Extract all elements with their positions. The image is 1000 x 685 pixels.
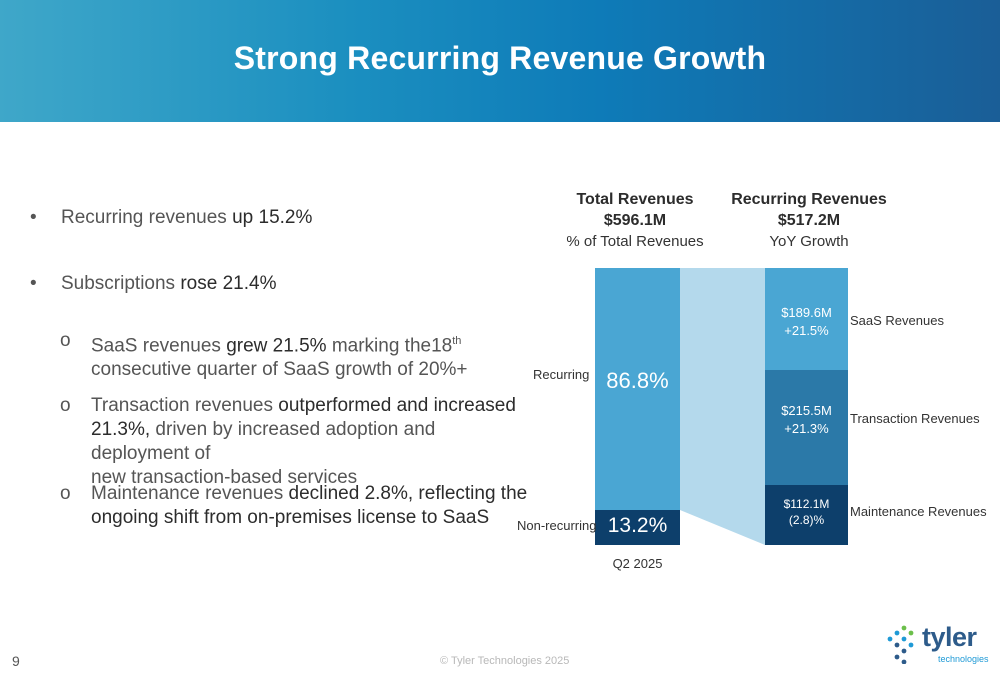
bar-nonrecurring [595,510,680,545]
maintenance-growth: (2.8)% [788,513,825,527]
subbullet-marker: o [60,483,71,504]
subbullet-text: SaaS revenues [91,335,227,357]
recurring-axis-label: Recurring [533,367,590,382]
maintenance-value-label: $112.1M (2.8)% [765,496,848,528]
recurring-connector [680,268,765,545]
logo-dots-icon [887,625,914,664]
transaction-value-label: $215.5M +21.3% [765,402,848,438]
bar-maintenance [765,485,848,545]
subbullet-text: new transaction-based services [91,467,358,488]
transaction-value: $215.5M [781,403,832,418]
maintenance-value: $112.1M [783,497,830,511]
subbullet-emphasis: ongoing shift from on-premises license t… [91,507,490,528]
recurring-pct-label: 86.8% [606,368,669,393]
subbullet-emphasis: 21.3%, [91,419,151,440]
total-revenues-subtitle: % of Total Revenues [566,233,704,250]
slide-title: Strong Recurring Revenue Growth [233,40,767,76]
copyright: © Tyler Technologies 2025 [440,655,570,667]
subbullet-marker: o [60,395,71,416]
subbullet-text: Maintenance revenues [91,483,289,504]
total-revenues-title: Total Revenues [576,191,694,208]
saas-value: $189.6M [781,305,832,320]
superscript: th [452,335,462,347]
x-axis-label: Q2 2025 [612,556,663,571]
tyler-logo: tyler technologies [884,622,994,668]
recurring-revenues-title: Recurring Revenues [731,191,887,208]
subbullet-marker: o [60,330,71,351]
bullet-marker: • [30,207,37,228]
total-revenues-header: Total Revenues $596.1M % of Total Revenu… [565,189,705,252]
bar-recurring [595,268,680,510]
subbullet-text: marking the18 [326,335,453,357]
subbullet-emphasis: declined 2.8%, reflecting the [288,483,528,504]
subbullet-emphasis: outperformed and increased [278,395,516,416]
logo-wordmark: tyler [922,622,977,652]
subbullet-text: consecutive quarter of SaaS growth of 20… [91,359,468,381]
transaction-growth: +21.3% [784,421,829,436]
subbullet-text: Transaction revenues [91,395,279,416]
recurring-revenues-header: Recurring Revenues $517.2M YoY Growth [729,189,889,252]
maintenance-legend-label: Maintenance Revenues [850,504,987,519]
page-number: 9 [12,653,20,669]
header-banner [0,0,1000,122]
subbullet-emphasis: grew 21.5% [226,335,327,357]
bullet-emphasis: rose 21.4% [180,273,277,294]
bar-transaction [765,370,848,485]
subbullet-text: driven by increased adoption and deploym… [91,419,436,464]
bullet-emphasis: up 15.2% [232,207,313,228]
saas-value-label: $189.6M +21.5% [765,304,848,340]
bullet-text: Recurring revenues [61,207,233,228]
bullet-marker: • [30,273,37,294]
bullet-text: Subscriptions [61,273,181,294]
saas-legend-label: SaaS Revenues [850,313,944,328]
nonrecurring-pct-label: 13.2% [607,514,668,537]
saas-growth: +21.5% [784,323,829,338]
transaction-legend-label: Transaction Revenues [850,411,980,426]
logo-subtext: technologies [938,654,989,664]
bar-saas [765,268,848,370]
recurring-revenues-value: $517.2M [777,212,841,229]
total-revenues-value: $596.1M [603,212,667,229]
recurring-revenues-subtitle: YoY Growth [769,233,849,250]
nonrecurring-axis-label: Non-recurring [517,518,597,533]
